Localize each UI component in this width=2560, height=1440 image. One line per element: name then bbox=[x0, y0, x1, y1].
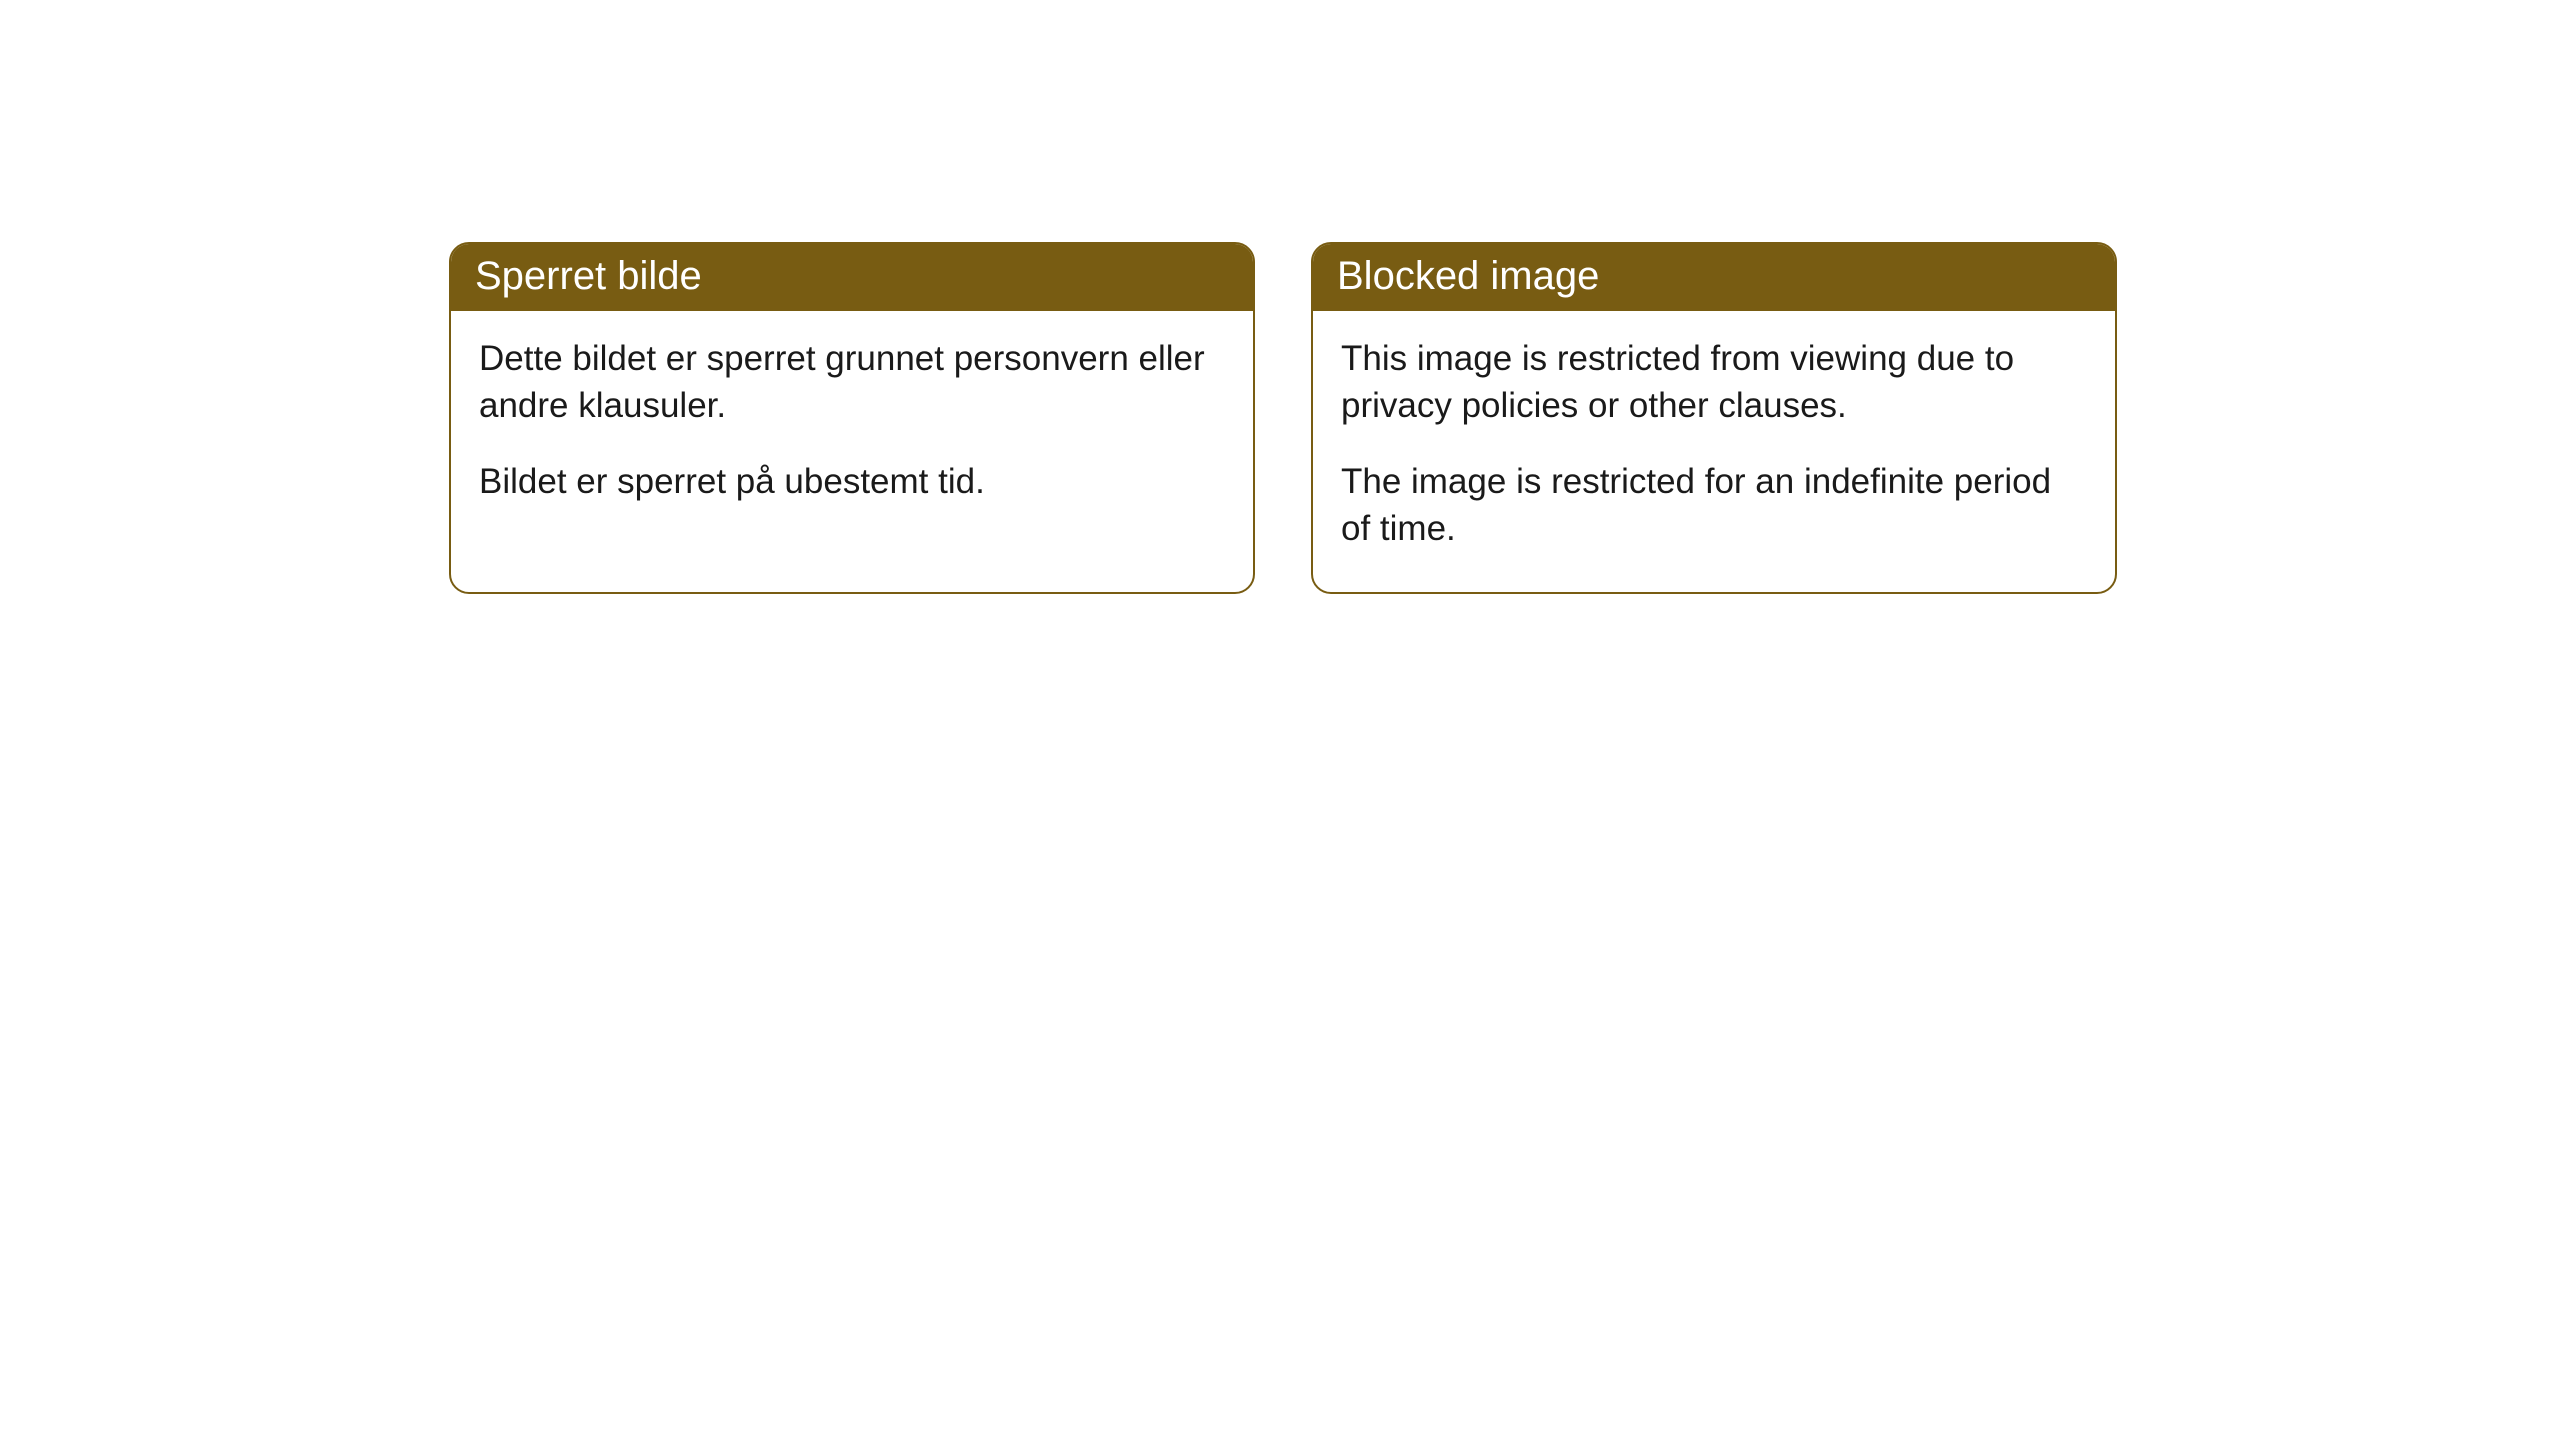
card-title: Blocked image bbox=[1337, 254, 1599, 298]
card-header: Blocked image bbox=[1313, 244, 2115, 311]
notice-cards-container: Sperret bilde Dette bildet er sperret gr… bbox=[0, 0, 2560, 594]
card-header: Sperret bilde bbox=[451, 244, 1253, 311]
card-paragraph: The image is restricted for an indefinit… bbox=[1341, 458, 2087, 553]
card-paragraph: Dette bildet er sperret grunnet personve… bbox=[479, 335, 1225, 430]
notice-card-english: Blocked image This image is restricted f… bbox=[1311, 242, 2117, 594]
card-title: Sperret bilde bbox=[475, 254, 702, 298]
card-body: This image is restricted from viewing du… bbox=[1313, 311, 2115, 592]
card-paragraph: Bildet er sperret på ubestemt tid. bbox=[479, 458, 1225, 505]
card-body: Dette bildet er sperret grunnet personve… bbox=[451, 311, 1253, 545]
card-paragraph: This image is restricted from viewing du… bbox=[1341, 335, 2087, 430]
notice-card-norwegian: Sperret bilde Dette bildet er sperret gr… bbox=[449, 242, 1255, 594]
